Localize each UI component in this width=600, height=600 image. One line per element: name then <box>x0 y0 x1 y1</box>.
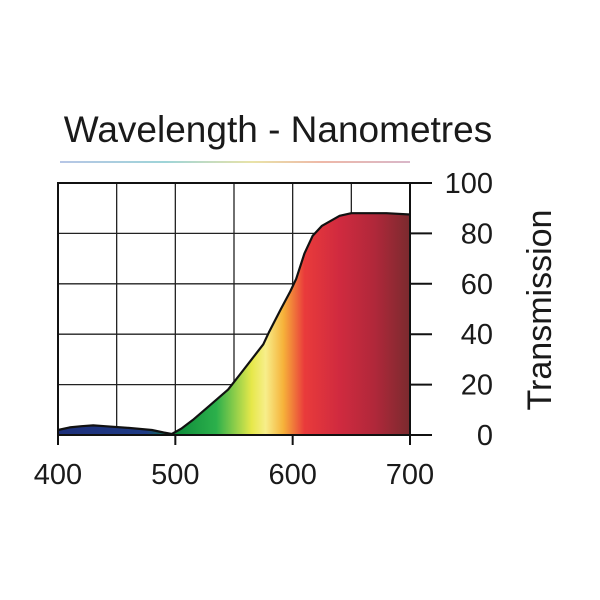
y-tick-label: 20 <box>461 370 493 402</box>
chart-title: Wavelength - Nanometres <box>64 109 492 150</box>
plot-frame <box>57 182 411 436</box>
x-tick-label: 500 <box>151 459 199 491</box>
x-ticks: 400 500 600 700 <box>34 435 434 491</box>
x-tick-label: 400 <box>34 459 82 491</box>
y-tick-label: 40 <box>461 319 493 351</box>
title-underline <box>60 161 410 163</box>
transmission-curve <box>57 212 411 436</box>
area-layer <box>57 182 411 436</box>
y-tick-label: 60 <box>461 269 493 301</box>
y-ticks: 0 20 40 60 80 100 <box>410 168 493 452</box>
x-tick-label: 600 <box>268 459 316 491</box>
y-tick-label: 80 <box>461 218 493 250</box>
y-tick-label: 100 <box>445 168 493 200</box>
x-tick-label: 700 <box>386 459 434 491</box>
transmission-area <box>58 213 410 435</box>
y-tick-label: 0 <box>477 420 493 452</box>
y-axis-label: Transmission <box>521 210 559 411</box>
